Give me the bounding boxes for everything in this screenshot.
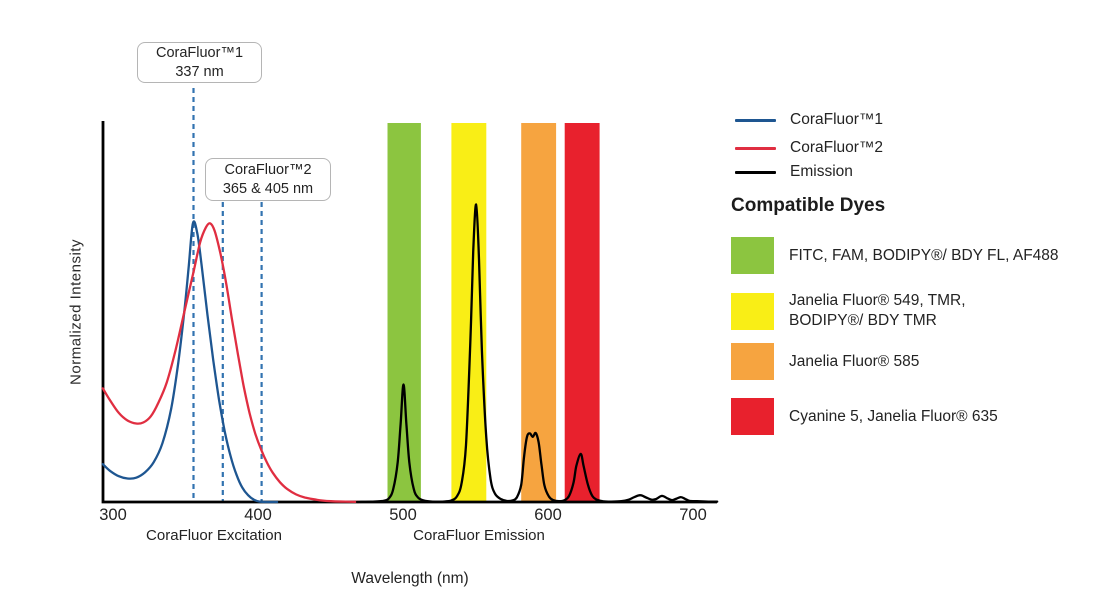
dye-label: Janelia Fluor® 549, TMR, BODIPY®/ BDY TM… bbox=[789, 292, 966, 329]
legend-label: CoraFluor™2 bbox=[790, 139, 884, 156]
legend-label: Emission bbox=[790, 163, 853, 180]
legend-item-corafluor1: CoraFluor™1 bbox=[735, 111, 883, 129]
filter-band bbox=[564, 123, 600, 502]
orange-swatch bbox=[731, 343, 774, 380]
compatible-dyes-heading: Compatible Dyes bbox=[731, 195, 886, 216]
legend-item-emission: Emission bbox=[735, 163, 853, 181]
callout-value: 337 nm bbox=[175, 63, 224, 80]
x-tick-label: 600 bbox=[534, 506, 562, 524]
dye-row-green: FITC, FAM, BODIPY®/ BDY FL, AF488 bbox=[731, 237, 1059, 274]
callout-corafluor2: CoraFluor™2 365 & 405 nm bbox=[205, 158, 331, 201]
legend-line-blue bbox=[735, 118, 776, 122]
dye-label: Cyanine 5, Janelia Fluor® 635 bbox=[789, 407, 998, 425]
x-tick-label: 400 bbox=[244, 506, 272, 524]
dye-row-orange: Janelia Fluor® 585 bbox=[731, 343, 919, 380]
filter-band bbox=[387, 123, 421, 502]
legend-line-black bbox=[735, 170, 776, 174]
emission-section-label: CoraFluor Emission bbox=[413, 527, 545, 544]
excitation-section-label: CoraFluor Excitation bbox=[146, 527, 282, 544]
legend-item-corafluor2: CoraFluor™2 bbox=[735, 139, 883, 157]
y-axis-label: Normalized Intensity bbox=[67, 239, 85, 385]
legend-label: CoraFluor™1 bbox=[790, 111, 884, 128]
dye-row-yellow: Janelia Fluor® 549, TMR, BODIPY®/ BDY TM… bbox=[731, 291, 966, 331]
x-tick-label: 300 bbox=[99, 506, 127, 524]
series-curve-excitation bbox=[101, 222, 362, 504]
legend-line-red bbox=[735, 146, 776, 150]
callout-value: 365 & 405 nm bbox=[222, 180, 314, 197]
dye-label: FITC, FAM, BODIPY®/ BDY FL, AF488 bbox=[789, 246, 1059, 264]
dye-label: Janelia Fluor® 585 bbox=[789, 352, 920, 370]
yellow-swatch bbox=[731, 292, 774, 330]
x-tick-label: 700 bbox=[679, 506, 707, 524]
series-curve-excitation bbox=[101, 220, 279, 504]
callout-title: CoraFluor™2 bbox=[224, 161, 312, 178]
callout-corafluor1: CoraFluor™1 337 nm bbox=[137, 42, 262, 83]
series-curve-emission bbox=[355, 203, 719, 504]
x-tick-label: 500 bbox=[389, 506, 417, 524]
dye-row-red: Cyanine 5, Janelia Fluor® 635 bbox=[731, 398, 998, 435]
red-swatch bbox=[731, 398, 774, 435]
green-swatch bbox=[731, 237, 774, 274]
x-axis-label: Wavelength (nm) bbox=[351, 570, 469, 587]
callout-title: CoraFluor™1 bbox=[155, 44, 244, 61]
axis-line bbox=[101, 121, 717, 504]
